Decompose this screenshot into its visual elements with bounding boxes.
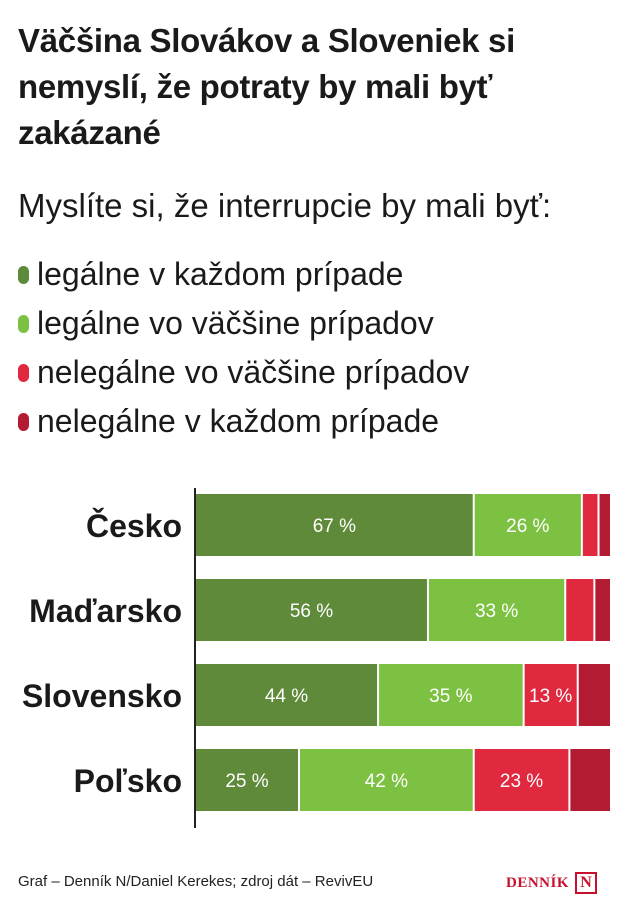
source-note: Graf – Denník N/Daniel Kerekes; zdroj dá… — [18, 873, 374, 890]
legend-label: legálne vo väčšine prípadov — [37, 305, 434, 341]
data-label: 35 % — [429, 686, 472, 707]
stacked-bar-chart: Česko 67 % 26 % Maďarsko 56 % 33 % Slovensko 44… — [22, 488, 610, 828]
bar-segment — [196, 664, 378, 726]
data-label: 25 % — [225, 771, 268, 792]
bar-segment — [300, 749, 473, 811]
legend: legálne v každom prípade legálne vo väčš… — [18, 250, 469, 446]
legend-item: nelegálne vo väčšine prípadov — [18, 348, 469, 397]
chart-subtitle: Myslíte si, že interrupcie by mali byť: — [18, 187, 552, 224]
category-label: Slovensko — [22, 678, 182, 714]
bar-segment — [524, 664, 577, 726]
legend-swatch — [18, 363, 29, 382]
bar-segment — [578, 664, 610, 726]
data-label: 44 % — [265, 686, 308, 707]
legend-item: nelegálne v každom prípade — [18, 397, 469, 446]
data-label: 13 % — [529, 686, 572, 707]
category-label: Česko — [86, 508, 182, 544]
data-label: 23 % — [500, 771, 543, 792]
legend-item: legálne v každom prípade — [18, 250, 469, 299]
legend-swatch — [18, 412, 29, 431]
data-label: 67 % — [313, 516, 356, 537]
chart-title: Väčšina Slovákov a Sloveniek si nemyslí,… — [18, 22, 515, 151]
bar-segment — [379, 664, 523, 726]
bar-segment — [196, 749, 298, 811]
bar-segment — [595, 579, 610, 641]
bar-segment — [428, 579, 565, 641]
bar-segment — [582, 494, 598, 556]
logo-mark: N — [575, 872, 598, 894]
bar-segment — [196, 494, 473, 556]
legend-label: nelegálne vo väčšine prípadov — [37, 354, 470, 390]
data-label: 26 % — [506, 516, 549, 537]
bar-segment — [474, 494, 581, 556]
category-label: Maďarsko — [29, 593, 182, 629]
category-label: Poľsko — [74, 763, 182, 799]
logo-text: DENNÍK — [506, 874, 570, 891]
bar-segment — [570, 749, 610, 811]
data-label: 56 % — [290, 601, 333, 622]
legend-swatch — [18, 265, 29, 284]
legend-swatch — [18, 314, 29, 333]
data-label: 42 % — [365, 771, 408, 792]
data-label: 33 % — [475, 601, 518, 622]
bar-segment — [474, 749, 569, 811]
bar-segment — [196, 579, 427, 641]
legend-label: legálne v každom prípade — [37, 256, 404, 292]
denník-n-logo: DENNÍK N — [506, 869, 616, 897]
bar-segment — [566, 579, 594, 641]
bar-segment — [599, 494, 610, 556]
legend-label: nelegálne v každom prípade — [37, 403, 440, 439]
legend-item: legálne vo väčšine prípadov — [18, 299, 469, 348]
